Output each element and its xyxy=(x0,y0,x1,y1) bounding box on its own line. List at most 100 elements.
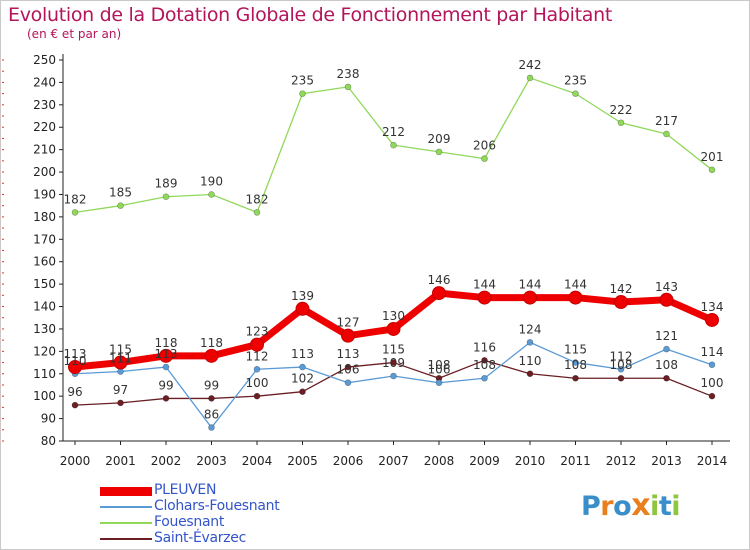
y-tick-label: 80 xyxy=(41,434,56,448)
data-point-saint-varzec xyxy=(617,374,625,382)
y-tick-label: 150 xyxy=(33,277,56,291)
data-point-clohars-fouesnant xyxy=(390,372,397,380)
data-point-saint-varzec xyxy=(344,363,352,371)
data-label-pleuven: 144 xyxy=(473,278,496,292)
data-label-pleuven: 146 xyxy=(428,273,451,287)
legend-swatch xyxy=(100,506,152,508)
data-point-clohars-fouesnant xyxy=(299,363,306,371)
y-tick-label: 210 xyxy=(33,143,56,157)
data-point-fouesnant xyxy=(162,193,170,201)
data-label-clohars-fouesnant: 121 xyxy=(655,329,678,343)
data-label-fouesnant: 206 xyxy=(473,139,496,153)
data-label-saint-varzec: 102 xyxy=(291,372,314,386)
data-label-clohars-fouesnant: 112 xyxy=(246,349,269,363)
data-point-fouesnant xyxy=(71,209,79,216)
legend-item: Fouesnant xyxy=(100,514,320,531)
data-point-fouesnant xyxy=(663,130,670,138)
data-point-pleuven xyxy=(250,337,264,352)
data-label-pleuven: 118 xyxy=(200,336,223,350)
data-label-saint-varzec: 108 xyxy=(428,358,451,372)
y-tick-label: 180 xyxy=(33,210,56,224)
data-label-pleuven: 115 xyxy=(109,343,132,357)
x-tick-label: 2007 xyxy=(378,454,409,468)
data-point-saint-varzec xyxy=(253,392,261,400)
x-tick-label: 2003 xyxy=(196,454,227,468)
data-label-clohars-fouesnant: 115 xyxy=(564,343,587,357)
data-point-clohars-fouesnant xyxy=(708,361,716,369)
legend-item: Saint-Évarzec xyxy=(100,530,320,547)
data-point-pleuven xyxy=(386,321,401,336)
legend-label: PLEUVEN xyxy=(154,482,217,498)
data-label-fouesnant: 217 xyxy=(655,114,678,128)
data-point-clohars-fouesnant xyxy=(481,374,488,382)
data-point-pleuven xyxy=(341,328,355,343)
data-label-clohars-fouesnant: 124 xyxy=(519,322,542,336)
y-tick-label: 190 xyxy=(33,187,56,201)
data-point-saint-varzec xyxy=(526,370,534,378)
data-label-pleuven: 127 xyxy=(337,316,360,330)
data-label-clohars-fouesnant: 109 xyxy=(382,356,405,370)
data-label-saint-varzec: 115 xyxy=(382,343,405,357)
data-label-fouesnant: 242 xyxy=(519,58,542,72)
x-tick-label: 2014 xyxy=(697,454,728,468)
data-label-fouesnant: 190 xyxy=(200,174,223,188)
legend-swatch xyxy=(100,486,152,496)
data-label-clohars-fouesnant: 110 xyxy=(64,354,87,368)
data-point-pleuven xyxy=(659,292,674,307)
y-tick-label: 130 xyxy=(33,322,56,336)
data-label-pleuven: 134 xyxy=(701,300,724,314)
data-label-clohars-fouesnant: 106 xyxy=(337,363,360,377)
data-label-clohars-fouesnant: 106 xyxy=(428,363,451,377)
x-tick-label: 2010 xyxy=(515,454,546,468)
data-point-clohars-fouesnant xyxy=(344,379,352,387)
data-label-clohars-fouesnant: 108 xyxy=(473,358,496,372)
x-tick-label: 2005 xyxy=(287,454,318,468)
data-label-clohars-fouesnant: 113 xyxy=(291,347,314,361)
data-label-clohars-fouesnant: 86 xyxy=(204,408,219,422)
y-tick-label: 250 xyxy=(33,53,56,67)
data-label-pleuven: 118 xyxy=(155,336,178,350)
data-point-saint-varzec xyxy=(481,357,488,364)
data-point-clohars-fouesnant xyxy=(435,379,443,387)
legend-label: Fouesnant xyxy=(154,514,225,530)
data-label-fouesnant: 185 xyxy=(109,186,132,200)
data-label-saint-varzec: 108 xyxy=(564,358,587,372)
logo-letter: P xyxy=(581,491,601,522)
data-point-clohars-fouesnant xyxy=(572,359,579,366)
legend-label: Clohars-Fouesnant xyxy=(154,498,280,514)
y-tick-label: 240 xyxy=(33,75,56,89)
data-label-fouesnant: 238 xyxy=(337,67,360,81)
data-point-clohars-fouesnant xyxy=(208,424,215,431)
data-point-saint-varzec xyxy=(208,395,215,402)
y-tick-label: 90 xyxy=(41,412,56,426)
x-tick-label: 2008 xyxy=(424,454,455,468)
data-point-clohars-fouesnant xyxy=(526,339,534,346)
data-label-saint-varzec: 108 xyxy=(655,358,678,372)
y-tick-label: 110 xyxy=(33,367,56,381)
x-tick-label: 2011 xyxy=(560,454,591,468)
y-tick-label: 100 xyxy=(33,389,56,403)
data-point-fouesnant xyxy=(708,166,716,174)
chart-subtitle: (en € et par an) xyxy=(27,27,122,41)
data-point-pleuven xyxy=(568,290,583,305)
data-label-fouesnant: 189 xyxy=(155,177,178,191)
x-tick-label: 2002 xyxy=(151,454,182,468)
data-label-saint-varzec: 116 xyxy=(473,340,496,354)
data-label-saint-varzec: 100 xyxy=(246,376,269,390)
y-tick-label: 170 xyxy=(33,232,56,246)
data-point-pleuven xyxy=(295,301,310,316)
data-label-pleuven: 130 xyxy=(382,309,405,323)
y-tick-label: 200 xyxy=(33,165,56,179)
data-label-fouesnant: 209 xyxy=(428,132,451,146)
data-point-pleuven xyxy=(705,312,719,327)
data-point-fouesnant xyxy=(299,90,306,97)
x-tick-label: 2000 xyxy=(60,454,91,468)
data-label-fouesnant: 235 xyxy=(564,74,587,88)
data-point-pleuven xyxy=(159,348,173,363)
x-tick-label: 2009 xyxy=(469,454,500,468)
data-point-clohars-fouesnant xyxy=(253,365,261,373)
data-label-saint-varzec: 97 xyxy=(113,383,128,397)
data-point-saint-varzec xyxy=(299,388,306,395)
data-point-pleuven xyxy=(477,290,492,305)
